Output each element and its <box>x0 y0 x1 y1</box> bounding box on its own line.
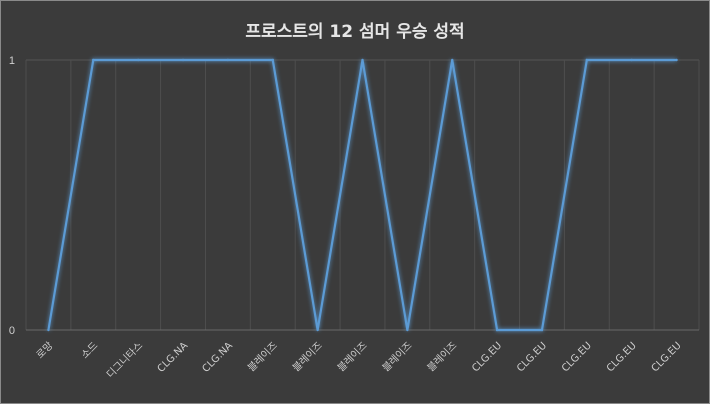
x-tick-label: 로망 <box>34 340 56 362</box>
data-point <box>630 58 633 62</box>
x-tick-label: CLG.EU <box>605 340 639 374</box>
data-point <box>585 58 589 62</box>
x-tick-label: CLG.EU <box>470 340 504 374</box>
x-tick-label: 소드 <box>79 340 101 362</box>
x-tick-label: CLG.NA <box>156 340 191 375</box>
data-point <box>361 58 364 62</box>
data-point <box>675 58 678 62</box>
x-tick-label: CLG.EU <box>650 340 684 374</box>
x-tick-label: CLG.EU <box>515 340 549 374</box>
data-point <box>181 58 185 62</box>
x-tick-label: 블레이즈 <box>380 340 415 375</box>
chart-title: 프로스트의 12 섬머 우승 성적 <box>245 22 465 42</box>
x-tick-label: 블레이즈 <box>245 340 280 375</box>
series-line <box>47 58 677 332</box>
data-point <box>495 328 499 332</box>
data-point <box>92 58 95 62</box>
x-tick-label: CLG.NA <box>201 340 236 375</box>
data-point <box>540 328 544 332</box>
x-tick-label: CLG.EU <box>560 340 594 374</box>
y-tick-label: 1 <box>9 55 15 67</box>
data-point <box>226 58 230 62</box>
data-point <box>136 58 140 62</box>
data-point <box>316 328 319 332</box>
x-tick-label: 블레이즈 <box>425 340 460 375</box>
x-tick-label: 블레이즈 <box>290 340 325 375</box>
data-point <box>406 328 409 332</box>
x-tick-label: 블레이즈 <box>335 340 370 375</box>
x-tick-label: 디그니타스 <box>104 340 145 381</box>
data-point <box>47 328 50 332</box>
data-point <box>271 58 274 62</box>
y-tick-label: 0 <box>9 325 15 337</box>
data-point <box>451 58 454 62</box>
